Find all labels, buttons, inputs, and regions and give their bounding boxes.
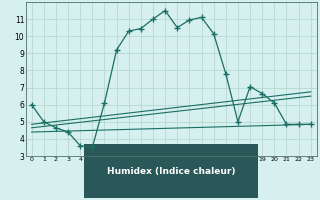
X-axis label: Humidex (Indice chaleur): Humidex (Indice chaleur) (107, 167, 236, 176)
